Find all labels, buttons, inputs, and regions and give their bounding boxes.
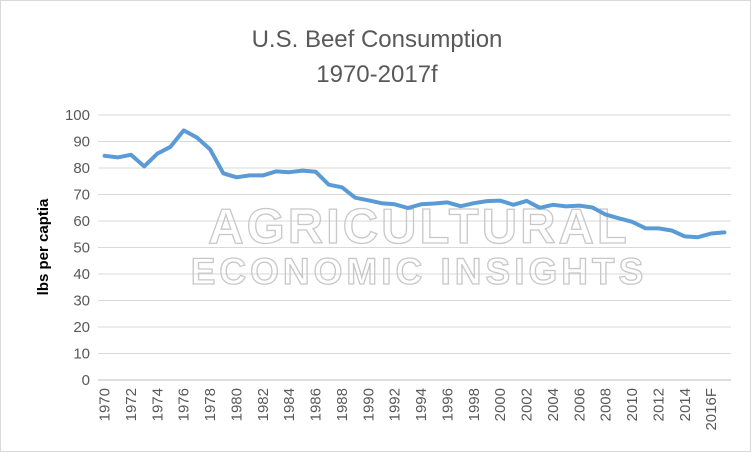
x-tick-label: 1980	[228, 388, 245, 421]
x-tick-label: 2016F	[703, 388, 720, 431]
x-tick-label: 1982	[255, 388, 272, 421]
x-tick-label: 2002	[519, 388, 536, 421]
y-tick-label: 60	[73, 213, 90, 230]
x-tick-label: 1990	[360, 388, 377, 421]
x-tick-label: 1992	[387, 388, 404, 421]
x-tick-label: 1974	[149, 388, 166, 421]
x-tick-label: 1998	[466, 388, 483, 421]
x-tick-label: 2014	[677, 388, 694, 421]
y-tick-label: 90	[73, 134, 90, 151]
y-tick-label: 10	[73, 346, 90, 363]
y-tick-label: 100	[65, 107, 90, 124]
x-tick-label: 2008	[598, 388, 615, 421]
y-tick-label: 0	[82, 372, 90, 389]
x-tick-label: 1970	[97, 388, 114, 421]
x-tick-label: 1976	[176, 388, 193, 421]
watermark: AGRICULTURAL ECONOMIC INSIGHTS	[191, 200, 648, 292]
x-tick-label: 2000	[492, 388, 509, 421]
x-tick-label: 1988	[334, 388, 351, 421]
y-tick-labels: 0 10 20 30 40 50 60 70 80 90 100	[65, 107, 90, 389]
x-tick-label: 1986	[308, 388, 325, 421]
x-tick-label: 1996	[439, 388, 456, 421]
watermark-line-2: ECONOMIC INSIGHTS	[191, 251, 648, 292]
x-tick-label: 2004	[545, 388, 562, 421]
y-tick-label: 50	[73, 240, 90, 257]
x-tick-label: 1984	[281, 388, 298, 421]
y-tick-label: 80	[73, 160, 90, 177]
y-tick-label: 30	[73, 293, 90, 310]
x-tick-label: 2012	[650, 388, 667, 421]
x-tick-label: 1972	[123, 388, 140, 421]
x-tick-label: 2006	[571, 388, 588, 421]
x-tick-label: 1978	[202, 388, 219, 421]
chart-title: U.S. Beef Consumption	[252, 26, 503, 53]
y-tick-label: 20	[73, 319, 90, 336]
chart-subtitle: 1970-2017f	[316, 61, 438, 88]
y-axis-title: lbs per captia	[35, 198, 52, 295]
y-tick-label: 70	[73, 187, 90, 204]
x-tick-label: 2010	[624, 388, 641, 421]
y-tick-label: 40	[73, 266, 90, 283]
x-tick-label: 1994	[413, 388, 430, 421]
x-tick-labels: 1970 1972 1974 1976 1978 1980 1982 1984 1986 1988…	[97, 388, 721, 431]
